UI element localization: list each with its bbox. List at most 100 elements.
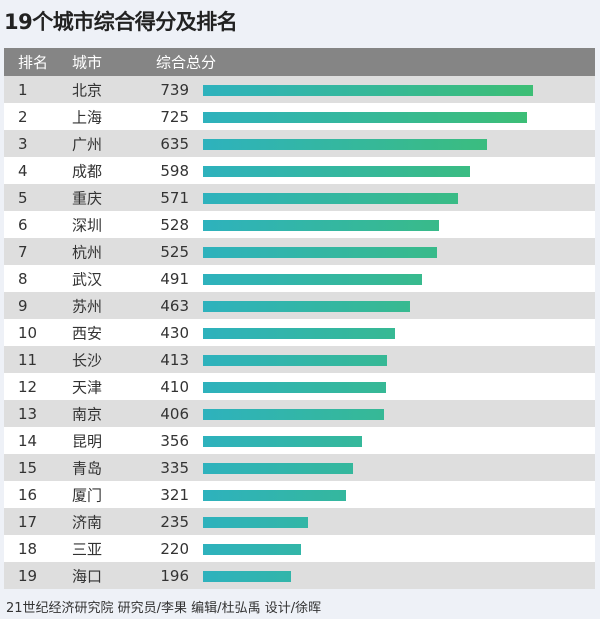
rank-cell: 15: [18, 458, 38, 477]
city-cell: 长沙: [72, 351, 103, 369]
table-row: 8 武汉 491: [4, 265, 595, 292]
score-cell: 739: [160, 80, 189, 99]
table-row: 15 青岛 335: [4, 454, 595, 481]
rank-cell: 1: [18, 80, 28, 99]
score-bar: [203, 219, 439, 231]
credits: 21世纪经济研究院 研究员/李果 编辑/杜弘禹 设计/徐晖: [6, 601, 322, 616]
score-bar: [203, 111, 527, 123]
rank-cell: 8: [18, 269, 28, 288]
score-cell: 528: [160, 215, 189, 234]
table-row: 12 天津 410: [4, 373, 595, 400]
score-cell: 356: [160, 431, 189, 450]
table-row: 19 海口 196: [4, 562, 595, 589]
city-cell: 厦门: [72, 486, 103, 504]
score-bar: [203, 165, 471, 177]
score-bar: [203, 570, 291, 582]
score-cell: 463: [160, 296, 189, 315]
score-cell: 220: [160, 539, 189, 558]
rank-cell: 18: [18, 539, 38, 558]
score-cell: 235: [160, 512, 189, 531]
city-cell: 北京: [72, 81, 103, 99]
city-cell: 成都: [72, 162, 103, 180]
city-cell: 南京: [72, 405, 103, 423]
score-bar: [203, 408, 385, 420]
rank-cell: 3: [18, 134, 28, 153]
city-cell: 海口: [72, 567, 103, 585]
city-cell: 杭州: [72, 243, 103, 261]
score-bar: [203, 192, 458, 204]
ranking-table: 排名 城市 综合总分 1 北京 739 2 上海 725 3 广州 635 4 成都 598 5 重庆 57…: [4, 48, 595, 589]
city-cell: 重庆: [72, 189, 103, 207]
rank-cell: 16: [18, 485, 38, 504]
header-score: 综合总分: [156, 53, 217, 72]
score-bar: [203, 516, 308, 528]
rank-cell: 4: [18, 161, 28, 180]
rank-cell: 5: [18, 188, 28, 207]
table-row: 9 苏州 463: [4, 292, 595, 319]
score-cell: 410: [160, 377, 189, 396]
score-cell: 321: [160, 485, 189, 504]
score-cell: 571: [160, 188, 189, 207]
table-header: 排名 城市 综合总分: [4, 48, 595, 76]
city-cell: 三亚: [72, 540, 103, 558]
rank-cell: 19: [18, 566, 38, 585]
table-row: 18 三亚 220: [4, 535, 595, 562]
rank-cell: 9: [18, 296, 28, 315]
table-row: 13 南京 406: [4, 400, 595, 427]
score-cell: 635: [160, 134, 189, 153]
score-cell: 335: [160, 458, 189, 477]
city-cell: 西安: [72, 324, 103, 342]
city-cell: 昆明: [72, 432, 103, 450]
score-bar: [203, 381, 387, 393]
score-bar: [203, 300, 410, 312]
table-row: 5 重庆 571: [4, 184, 595, 211]
score-bar: [203, 273, 423, 285]
table-row: 10 西安 430: [4, 319, 595, 346]
score-cell: 598: [160, 161, 189, 180]
city-cell: 天津: [72, 378, 103, 396]
rank-cell: 12: [18, 377, 38, 396]
chart-title: 19个城市综合得分及排名: [4, 10, 238, 34]
table-row: 6 深圳 528: [4, 211, 595, 238]
table-row: 14 昆明 356: [4, 427, 595, 454]
score-cell: 406: [160, 404, 189, 423]
table-row: 16 厦门 321: [4, 481, 595, 508]
score-bar: [203, 543, 302, 555]
table-row: 11 长沙 413: [4, 346, 595, 373]
table-row: 2 上海 725: [4, 103, 595, 130]
score-bar: [203, 138, 487, 150]
header-rank: 排名: [18, 53, 49, 72]
city-cell: 青岛: [72, 459, 103, 477]
score-cell: 491: [160, 269, 189, 288]
header-city: 城市: [72, 53, 103, 72]
rank-cell: 11: [18, 350, 38, 369]
city-cell: 苏州: [72, 297, 103, 315]
rank-cell: 7: [18, 242, 28, 261]
rank-cell: 13: [18, 404, 38, 423]
score-bar: [203, 84, 533, 96]
score-bar: [203, 462, 353, 474]
score-bar: [203, 489, 347, 501]
score-bar: [203, 327, 396, 339]
city-cell: 广州: [72, 135, 103, 153]
rank-cell: 6: [18, 215, 28, 234]
table-row: 7 杭州 525: [4, 238, 595, 265]
table-row: 17 济南 235: [4, 508, 595, 535]
table-row: 1 北京 739: [4, 76, 595, 103]
city-cell: 济南: [72, 513, 103, 531]
score-cell: 725: [160, 107, 189, 126]
score-bar: [203, 435, 362, 447]
score-cell: 430: [160, 323, 189, 342]
score-bar: [203, 354, 388, 366]
table-row: 3 广州 635: [4, 130, 595, 157]
score-cell: 413: [160, 350, 189, 369]
rank-cell: 2: [18, 107, 28, 126]
score-cell: 525: [160, 242, 189, 261]
rank-cell: 14: [18, 431, 38, 450]
city-cell: 上海: [72, 108, 103, 126]
city-cell: 武汉: [72, 270, 103, 288]
score-cell: 196: [160, 566, 189, 585]
score-bar: [203, 246, 438, 258]
city-cell: 深圳: [72, 216, 103, 234]
table-row: 4 成都 598: [4, 157, 595, 184]
